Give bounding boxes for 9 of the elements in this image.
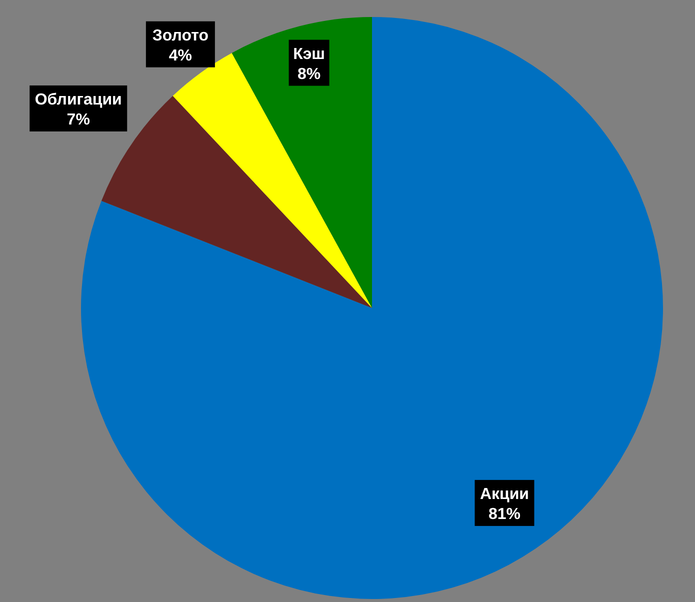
data-label: 4% [168, 47, 192, 64]
slice-label: Акции [480, 486, 530, 503]
data-label: 7% [66, 111, 90, 128]
pie-slice [232, 17, 372, 308]
data-label: 81% [488, 506, 521, 523]
slice-label: Кэш [293, 46, 326, 63]
slice-label: Облигации [34, 91, 122, 108]
slice-label: Золото [152, 27, 209, 44]
data-label: 8% [297, 66, 321, 83]
